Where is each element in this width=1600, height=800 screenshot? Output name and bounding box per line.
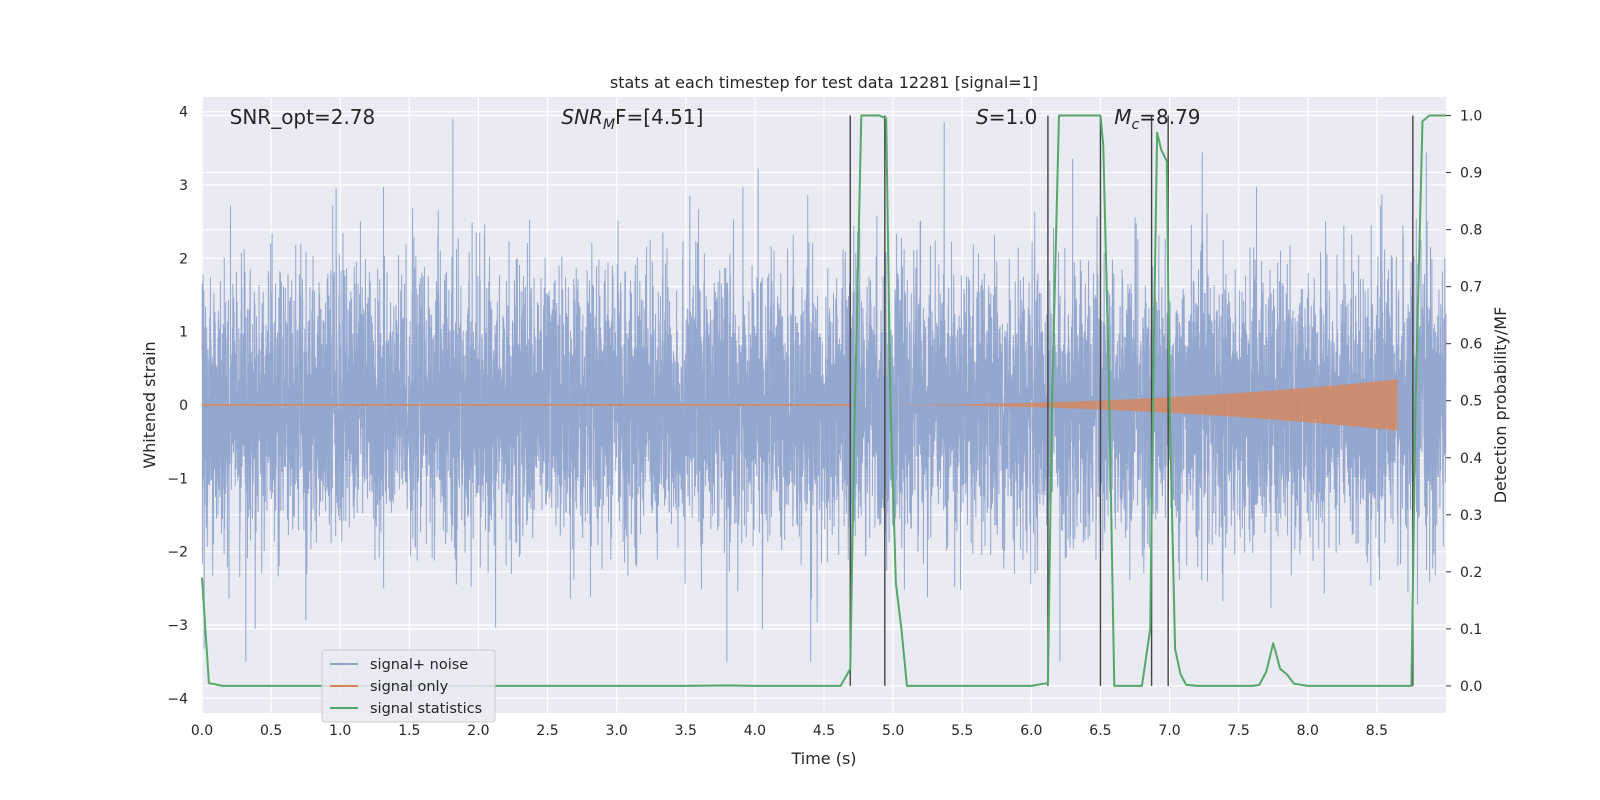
annotation-s: S=1.0	[976, 105, 1037, 129]
x-tick-label: 0.0	[191, 723, 213, 739]
y-tick-label: −1	[167, 471, 188, 487]
annotation-mc-base: M	[1114, 105, 1131, 129]
y2-tick-label: 0.3	[1460, 508, 1482, 524]
y2-tick-label: 0.2	[1460, 565, 1482, 581]
x-tick-label: 0.5	[260, 723, 282, 739]
y2-tick-label: 0.0	[1460, 679, 1482, 695]
y2-tick-label: 0.9	[1460, 166, 1482, 182]
annotation-snr-opt: SNR_opt=2.78	[230, 105, 376, 129]
y-axis-ticks: 4 3 2 1 0 −1 −2 −3 −4	[167, 105, 188, 708]
annotation-mc: Mc=8.79	[1114, 105, 1200, 133]
annotation-s-base: S	[976, 105, 989, 129]
x-tick-label: 2.0	[467, 723, 489, 739]
y2-tick-label: 1.0	[1460, 109, 1482, 125]
x-tick-label: 5.5	[951, 723, 973, 739]
y-tick-label: 0	[179, 398, 188, 414]
x-tick-label: 4.0	[744, 723, 766, 739]
x-axis-label: Time (s)	[790, 749, 856, 768]
y2-tick-label: 0.6	[1460, 337, 1482, 353]
y2-tick-label: 0.7	[1460, 280, 1482, 296]
x-tick-label: 6.5	[1089, 723, 1111, 739]
legend-box	[321, 649, 496, 723]
annotation-snr-mf: SNRMF=[4.51]	[561, 105, 703, 133]
y-tick-label: 1	[179, 325, 188, 341]
legend-label-signal-statistics: signal statistics	[370, 701, 482, 717]
x-tick-label: 4.5	[813, 723, 835, 739]
x-tick-label: 2.5	[536, 723, 558, 739]
annotation-snr-mf-sub: M	[603, 117, 615, 133]
signal-only-series	[202, 379, 1398, 431]
x-tick-label: 6.0	[1020, 723, 1042, 739]
x-tick-label: 5.0	[882, 723, 904, 739]
legend: signal+ noise signal only signal statist…	[321, 649, 496, 723]
y2-axis-ticks: 1.0 0.9 0.8 0.7 0.6 0.5 0.4 0.3 0.2 0.1 0.0	[1446, 109, 1482, 695]
x-axis-ticks: 0.0 0.5 1.0 1.5 2.0 2.5 3.0 3.5 4.0 4.5 5.0 5.5 6.0 6…	[191, 723, 1388, 739]
legend-label-signal-only: signal only	[370, 679, 449, 695]
x-tick-label: 7.5	[1228, 723, 1250, 739]
chart-title: stats at each timestep for test data 122…	[610, 73, 1038, 92]
x-tick-label: 1.0	[329, 723, 351, 739]
y2-tick-label: 0.1	[1460, 622, 1482, 638]
signal-only-envelope	[851, 379, 1398, 431]
y-tick-label: 2	[179, 251, 188, 267]
annotation-mc-rest: =8.79	[1139, 105, 1200, 129]
y2-tick-label: 0.4	[1460, 451, 1482, 467]
x-tick-label: 7.0	[1158, 723, 1180, 739]
annotation-mc-sub: c	[1132, 117, 1140, 133]
annotation-s-rest: =1.0	[989, 105, 1038, 129]
signal-statistics-series	[201, 114, 1446, 687]
x-tick-label: 1.5	[398, 723, 420, 739]
x-tick-label: 3.0	[606, 723, 628, 739]
x-tick-label: 3.5	[675, 723, 697, 739]
signal-statistics-line	[201, 114, 1446, 687]
y2-tick-label: 0.8	[1460, 223, 1482, 239]
y-tick-label: −3	[167, 618, 188, 634]
annotation-snr-mf-base: SNR	[561, 105, 603, 129]
legend-label-signal-noise: signal+ noise	[370, 657, 468, 673]
y-axis-label: Whitened strain	[140, 341, 159, 468]
x-tick-label: 8.5	[1366, 723, 1388, 739]
y-tick-label: 4	[179, 105, 188, 121]
y2-tick-label: 0.5	[1460, 394, 1482, 410]
annotation-snr-mf-rest: F=[4.51]	[615, 105, 703, 129]
y-tick-label: −4	[167, 691, 188, 707]
y-tick-label: 3	[179, 178, 188, 194]
x-tick-label: 8.0	[1297, 723, 1319, 739]
y-tick-label: −2	[167, 545, 188, 561]
annotations: SNR_opt=2.78 SNRMF=[4.51] S=1.0 Mc=8.79	[230, 105, 1201, 133]
y2-axis-label: Detection probability/MF	[1491, 307, 1510, 504]
